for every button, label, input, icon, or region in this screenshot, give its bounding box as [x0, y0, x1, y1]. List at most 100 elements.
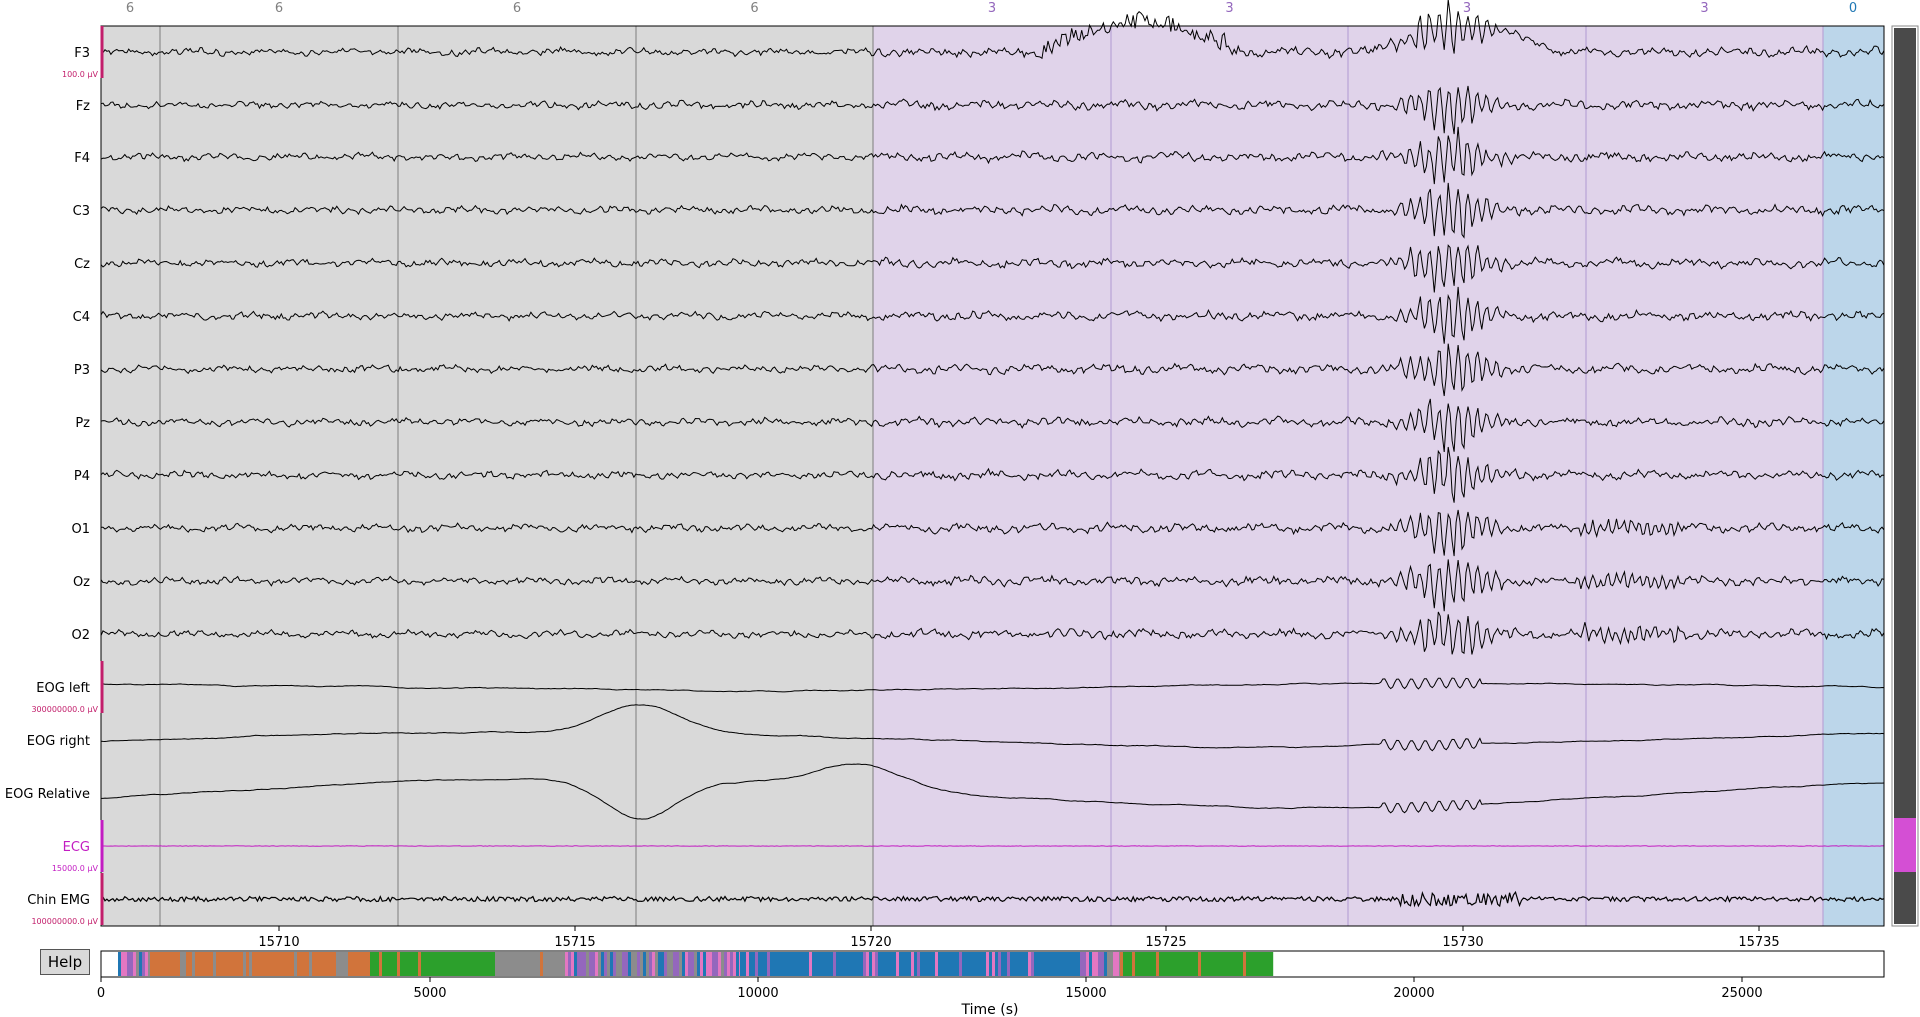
hypnogram-segment	[457, 952, 461, 976]
channel-label: ECG	[63, 840, 90, 855]
overview-tick-label: 20000	[1393, 986, 1434, 1001]
hypnogram-segment	[156, 952, 160, 976]
hypnogram-segment	[168, 952, 172, 976]
hypnogram-segment	[1107, 952, 1111, 976]
hypnogram-segment	[1037, 952, 1041, 976]
hypnogram-segment	[549, 952, 553, 976]
epoch-stage-label: 0	[1849, 1, 1857, 16]
hypnogram-segment	[360, 952, 364, 976]
hypnogram-segment	[833, 952, 837, 976]
hypnogram-segment	[333, 952, 337, 976]
hypnogram-segment	[466, 952, 470, 976]
hypnogram-segment	[415, 952, 419, 976]
hypnogram-segment	[1129, 952, 1133, 976]
hypnogram-segment	[908, 952, 912, 976]
hypnogram-segment	[971, 952, 975, 976]
hypnogram-segment	[442, 952, 446, 976]
hypnogram-segment	[586, 952, 590, 976]
time-tick-label: 15730	[1442, 935, 1483, 950]
hypnogram-segment	[1189, 952, 1193, 976]
hypnogram-segment	[1168, 952, 1172, 976]
hypnogram-segment	[863, 952, 867, 976]
hypnogram-segment	[947, 952, 951, 976]
trace-f4	[100, 126, 1885, 185]
hypnogram-segment	[1055, 952, 1059, 976]
hypnogram-segment	[1165, 952, 1169, 976]
hypnogram-segment	[228, 952, 232, 976]
trace-eog-right	[100, 704, 1885, 752]
hypnogram-segment	[815, 952, 819, 976]
hypnogram-segment	[391, 952, 395, 976]
hypnogram-segment	[165, 952, 169, 976]
hypnogram-segment	[700, 952, 704, 976]
hypnogram-segment	[339, 952, 343, 976]
hypnogram-segment	[433, 952, 437, 976]
hypnogram-segment	[896, 952, 900, 976]
hypnogram-segment	[791, 952, 795, 976]
hypnogram-segment	[836, 952, 840, 976]
hypnogram-segment	[171, 952, 175, 976]
hypnogram-segment	[568, 952, 572, 976]
plot-frame	[100, 25, 1885, 927]
epoch-region	[636, 26, 873, 926]
hypnogram-segment	[956, 952, 960, 976]
hypnogram-segment	[1126, 952, 1130, 976]
hypnogram-segment	[234, 952, 238, 976]
time-tick-label: 15710	[258, 935, 299, 950]
hypnogram-segment	[309, 952, 313, 976]
hypnogram-segment	[1159, 952, 1163, 976]
hypnogram-segment	[342, 952, 346, 976]
hypnogram-segment	[797, 952, 801, 976]
hypnogram-segment	[210, 952, 214, 976]
hypnogram-segment	[989, 952, 993, 976]
hypnogram-segment	[1092, 952, 1096, 976]
hypnogram-segment	[148, 952, 152, 976]
hypnogram-segment	[363, 952, 367, 976]
hypnogram-segment	[565, 952, 569, 976]
hypnogram-segment	[845, 952, 849, 976]
hypnogram-segment	[321, 952, 325, 976]
help-button[interactable]: Help	[40, 949, 90, 975]
hypnogram-segment	[595, 952, 599, 976]
hypnogram-segment	[866, 952, 870, 976]
trace-eog-left	[100, 677, 1885, 693]
scrollbar-thumb[interactable]	[1894, 818, 1916, 872]
hypnogram-segment	[1034, 952, 1038, 976]
hypnogram-segment	[758, 952, 762, 976]
hypnogram-segment	[779, 952, 783, 976]
hypnogram-segment	[130, 952, 134, 976]
hypnogram-segment	[180, 952, 184, 976]
hypnogram-segment	[715, 952, 719, 976]
hypnogram-segment	[516, 952, 520, 976]
hypnogram-segment	[1231, 952, 1235, 976]
hypnogram-segment	[691, 952, 695, 976]
epoch-stage-label: 3	[1463, 1, 1471, 16]
hypnogram-segment	[902, 952, 906, 976]
hypnogram-segment	[712, 952, 716, 976]
epoch-stage-label: 3	[1700, 1, 1708, 16]
hypnogram-segment	[1180, 952, 1184, 976]
channel-label: Cz	[74, 257, 90, 272]
epoch-stage-label: 6	[126, 1, 134, 16]
hypnogram-segment	[881, 952, 885, 976]
hypnogram-segment	[454, 952, 458, 976]
hypnogram-segment	[504, 952, 508, 976]
time-tick-label: 15720	[850, 935, 891, 950]
hypnogram-segment	[201, 952, 205, 976]
hypnogram-segment	[162, 952, 166, 976]
channel-label: C3	[73, 204, 90, 219]
hypnogram-segment	[400, 952, 404, 976]
hypnogram-segment	[1201, 952, 1205, 976]
hypnogram-segment	[806, 952, 810, 976]
hypnogram-segment	[475, 952, 479, 976]
hypnogram-segment	[261, 952, 265, 976]
hypnogram-segment	[803, 952, 807, 976]
channel-scrollbar[interactable]	[1891, 25, 1919, 927]
channel-label: EOG left	[36, 681, 90, 696]
trace-o1	[100, 509, 1885, 557]
hypnogram-segment	[740, 952, 744, 976]
scrollbar-track[interactable]	[1894, 28, 1916, 924]
overview-bar[interactable]	[100, 950, 1885, 978]
hypnogram-segment	[525, 952, 529, 976]
hypnogram-segment	[583, 952, 587, 976]
